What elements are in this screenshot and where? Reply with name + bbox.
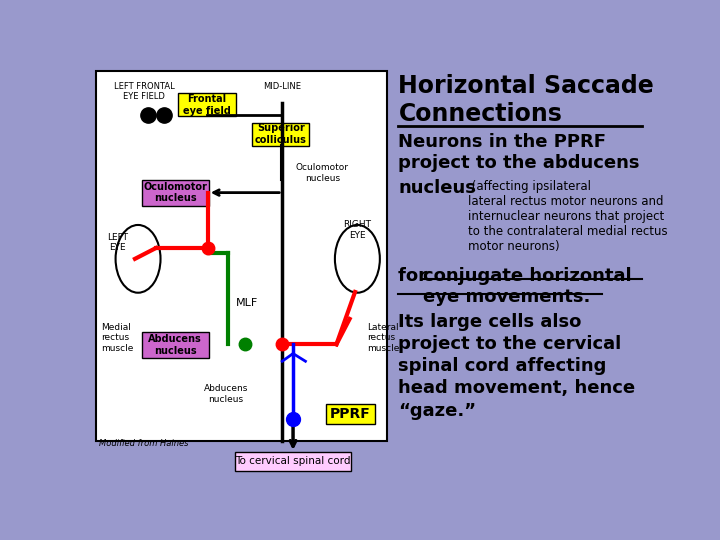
Text: Lateral
rectus
muscle: Lateral rectus muscle [367, 323, 400, 353]
Text: Oculomotor
nucleus: Oculomotor nucleus [296, 164, 349, 183]
Text: Abducens
nucleus: Abducens nucleus [148, 334, 202, 356]
Text: Its large cells also
project to the cervical
spinal cord affecting
head movement: Its large cells also project to the cerv… [398, 313, 636, 420]
Text: To cervical spinal cord: To cervical spinal cord [235, 456, 351, 467]
Text: LEFT
EYE: LEFT EYE [107, 233, 127, 252]
FancyBboxPatch shape [325, 404, 375, 424]
FancyBboxPatch shape [96, 71, 387, 441]
FancyBboxPatch shape [252, 123, 310, 146]
FancyBboxPatch shape [142, 179, 209, 206]
Text: MID-LINE: MID-LINE [264, 82, 301, 91]
Ellipse shape [335, 225, 380, 293]
FancyBboxPatch shape [179, 93, 235, 117]
Text: MLF: MLF [235, 299, 258, 308]
Text: Modified from Haines: Modified from Haines [99, 439, 189, 448]
Text: Connections: Connections [398, 102, 562, 126]
Text: Oculomotor
nucleus: Oculomotor nucleus [143, 182, 207, 204]
Text: for: for [398, 267, 433, 285]
Text: nucleus: nucleus [398, 179, 477, 197]
Text: (affecting ipsilateral
lateral rectus motor neurons and
internuclear neurons tha: (affecting ipsilateral lateral rectus mo… [468, 180, 668, 253]
Text: Neurons in the PPRF
project to the abducens: Neurons in the PPRF project to the abduc… [398, 132, 640, 193]
Text: Abducens
nucleus: Abducens nucleus [204, 384, 248, 404]
Text: RIGHT
EYE: RIGHT EYE [343, 220, 372, 240]
Text: PPRF: PPRF [330, 407, 371, 421]
Text: conjugate horizontal
eye movements.: conjugate horizontal eye movements. [423, 267, 632, 306]
Text: Medial
rectus
muscle: Medial rectus muscle [101, 323, 133, 353]
Ellipse shape [116, 225, 161, 293]
Text: LEFT FRONTAL
EYE FIELD: LEFT FRONTAL EYE FIELD [114, 82, 175, 101]
FancyBboxPatch shape [142, 332, 209, 358]
Text: Superior
colliculus: Superior colliculus [255, 123, 307, 145]
Text: Frontal
eye field: Frontal eye field [183, 94, 231, 116]
FancyBboxPatch shape [235, 452, 351, 470]
Text: Horizontal Saccade: Horizontal Saccade [398, 74, 654, 98]
